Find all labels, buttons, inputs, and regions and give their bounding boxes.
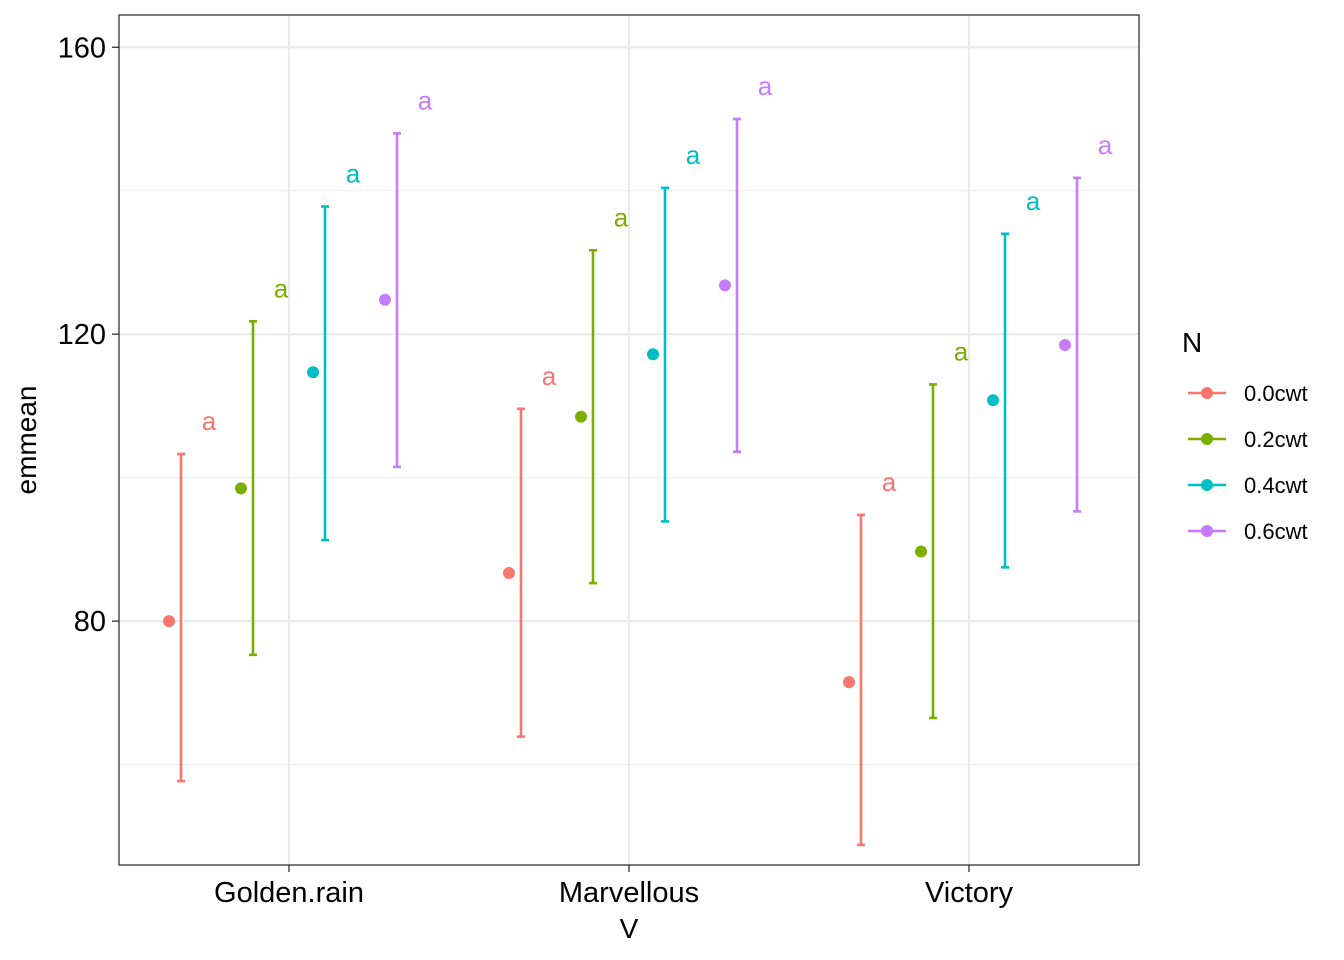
y-tick-label: 120 — [58, 319, 106, 351]
x-tick-label: Victory — [925, 877, 1014, 909]
data-point — [987, 394, 999, 407]
group-letter: a — [1026, 186, 1041, 216]
group-letter: a — [542, 361, 557, 391]
data-point — [843, 676, 855, 689]
data-point — [503, 567, 515, 580]
data-point — [379, 293, 391, 306]
legend-label: 0.6cwt — [1244, 519, 1308, 544]
data-point — [575, 410, 587, 423]
group-letter: a — [882, 467, 897, 497]
group-letter: a — [346, 159, 361, 189]
group-letter: a — [614, 202, 629, 232]
axes: 80 120 160 Golden.rain Marvellous Victory — [58, 32, 1014, 909]
legend: N 0.0cwt 0.2cwt 0.4cwt 0.6cwt — [1182, 327, 1308, 544]
data-point — [163, 615, 175, 628]
y-tick-label: 160 — [58, 32, 106, 64]
data-point — [307, 366, 319, 379]
data-point — [235, 482, 247, 495]
legend-title: N — [1182, 327, 1202, 358]
grid — [119, 15, 1139, 865]
legend-label: 0.2cwt — [1244, 427, 1308, 452]
group-letter: a — [1098, 130, 1113, 160]
data-marks: a a a a a a a a a a a a — [163, 71, 1113, 847]
legend-key-point — [1201, 525, 1213, 537]
data-point — [647, 348, 659, 361]
group-letter: a — [418, 85, 433, 115]
x-tick-label: Golden.rain — [214, 877, 364, 909]
group-letter: a — [758, 71, 773, 101]
group-letter: a — [274, 273, 289, 303]
x-tick-label: Marvellous — [559, 877, 699, 909]
legend-label: 0.0cwt — [1244, 381, 1308, 406]
legend-key-point — [1201, 479, 1213, 491]
group-letter: a — [954, 336, 969, 366]
data-point — [1059, 338, 1071, 351]
y-tick-label: 80 — [74, 606, 106, 638]
legend-label: 0.4cwt — [1244, 473, 1308, 498]
group-letter: a — [686, 140, 701, 170]
data-point — [719, 279, 731, 292]
data-point — [915, 545, 927, 558]
legend-key-point — [1201, 387, 1213, 399]
group-letter: a — [202, 406, 217, 436]
y-axis-title: emmean — [11, 386, 42, 495]
x-axis-title: V — [620, 913, 639, 944]
legend-key-point — [1201, 433, 1213, 445]
